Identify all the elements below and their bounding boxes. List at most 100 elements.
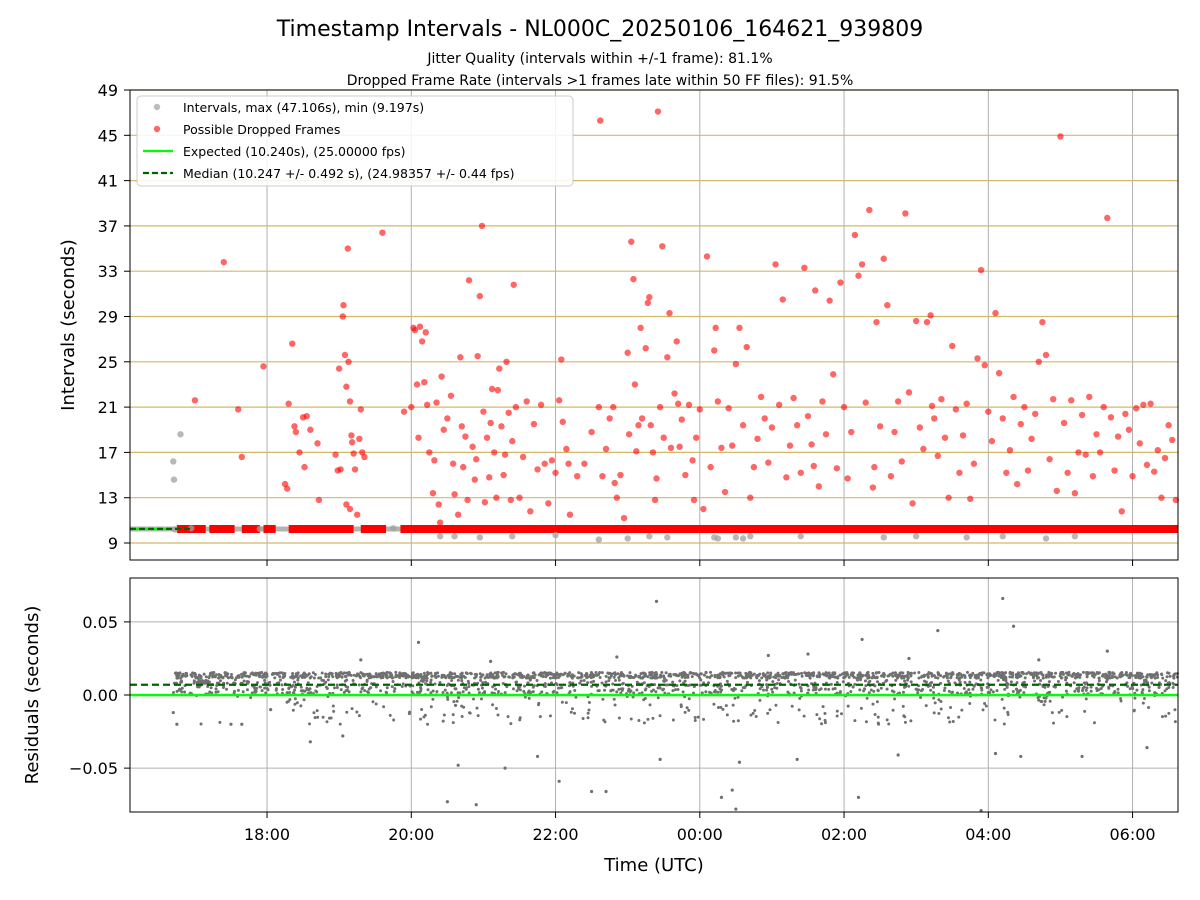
residual-point bbox=[604, 674, 608, 678]
residual-point bbox=[726, 671, 730, 675]
residual-point bbox=[481, 673, 485, 677]
residual-point bbox=[688, 671, 692, 675]
interval-point bbox=[1071, 533, 1079, 540]
residual-point bbox=[945, 676, 949, 680]
residual-point bbox=[786, 690, 790, 694]
residual-point bbox=[537, 701, 541, 705]
residual-point bbox=[177, 688, 181, 692]
dropped-frame-point bbox=[1046, 456, 1053, 463]
residual-point bbox=[507, 675, 511, 679]
residuals-xtick-label: 00:00 bbox=[677, 825, 723, 844]
residual-point bbox=[390, 685, 394, 689]
residual-point bbox=[741, 686, 745, 690]
residual-point bbox=[1128, 676, 1132, 680]
residual-point bbox=[1171, 685, 1175, 689]
residual-point bbox=[442, 713, 446, 717]
residual-point bbox=[316, 715, 320, 719]
residual-point bbox=[907, 684, 911, 688]
residual-point bbox=[831, 671, 835, 675]
dropped-frame-point bbox=[916, 424, 923, 431]
residual-point bbox=[476, 714, 480, 718]
residual-point bbox=[1076, 689, 1080, 693]
residual-point bbox=[299, 674, 303, 678]
residual-point bbox=[533, 673, 537, 677]
residual-point bbox=[560, 700, 564, 704]
residual-point bbox=[1054, 671, 1058, 675]
residual-point bbox=[1147, 689, 1151, 693]
dropped-frame-point bbox=[1017, 420, 1024, 428]
residual-point bbox=[1046, 675, 1050, 679]
residual-point bbox=[875, 671, 879, 675]
residual-point bbox=[1022, 691, 1026, 695]
residual-point bbox=[716, 690, 720, 694]
residual-point bbox=[687, 697, 691, 701]
interval-point bbox=[646, 533, 653, 540]
residual-point bbox=[429, 671, 433, 675]
residual-outlier-point bbox=[240, 722, 244, 726]
residual-point bbox=[658, 686, 662, 690]
dropped-frame-point bbox=[1150, 468, 1158, 475]
residual-point bbox=[274, 688, 278, 692]
dropped-frame-point bbox=[599, 472, 606, 480]
dropped-frame-point bbox=[952, 406, 960, 413]
residual-point bbox=[294, 673, 298, 677]
residual-point bbox=[674, 688, 678, 692]
dropped-frame-point bbox=[920, 445, 927, 453]
residual-point bbox=[1059, 676, 1063, 680]
residual-point bbox=[580, 675, 584, 679]
dropped-frame-point bbox=[429, 489, 437, 497]
residual-point bbox=[285, 691, 289, 695]
residual-point bbox=[335, 686, 339, 690]
residual-point bbox=[183, 690, 187, 694]
residual-point bbox=[947, 672, 951, 676]
residual-point bbox=[823, 711, 827, 715]
residual-point bbox=[232, 689, 236, 693]
dropped-frame-point bbox=[1140, 401, 1147, 409]
residual-point bbox=[733, 696, 737, 700]
residual-point bbox=[757, 679, 761, 683]
residual-point bbox=[835, 714, 839, 718]
dropped-frame-point bbox=[438, 373, 445, 380]
dropped-frame-point bbox=[1118, 508, 1125, 515]
residual-point bbox=[288, 698, 292, 702]
residual-point bbox=[766, 671, 770, 675]
residual-outlier-point bbox=[341, 734, 345, 738]
residual-point bbox=[540, 690, 544, 694]
dropped-frame-point bbox=[934, 452, 942, 460]
residual-point bbox=[1141, 701, 1145, 705]
legend-marker-dropped bbox=[153, 125, 161, 133]
dropped-frame-point bbox=[343, 501, 350, 508]
residual-point bbox=[388, 713, 392, 717]
dropped-frame-point bbox=[356, 435, 363, 443]
residual-point bbox=[678, 672, 682, 676]
dropped-frame-point bbox=[1125, 426, 1133, 433]
residual-point bbox=[725, 713, 729, 717]
residual-point bbox=[233, 678, 237, 682]
residual-point bbox=[933, 701, 937, 705]
residual-point bbox=[419, 717, 423, 721]
dropped-frame-point bbox=[819, 398, 826, 405]
dropped-frame-point bbox=[1165, 422, 1172, 429]
residual-point bbox=[452, 700, 456, 704]
dropped-frame-point bbox=[851, 231, 859, 239]
residual-point bbox=[662, 674, 666, 678]
residual-point bbox=[894, 678, 898, 682]
interval-point bbox=[436, 533, 444, 540]
interval-point bbox=[912, 533, 920, 540]
residual-point bbox=[320, 671, 324, 675]
residual-point bbox=[736, 674, 740, 678]
residual-point bbox=[856, 676, 860, 680]
intervals-ticks: 9 13 17 21 25 29 33 37 41 45 49 bbox=[98, 81, 1134, 566]
residual-point bbox=[1138, 676, 1142, 680]
residual-point bbox=[1104, 680, 1108, 684]
residual-point bbox=[814, 686, 818, 690]
residuals-panel: 18:00 20:00 22:00 00:00 02:00 04:00 06:00 −0.05… bbox=[22, 577, 1179, 876]
residual-point bbox=[651, 716, 655, 720]
residual-point bbox=[312, 711, 316, 715]
residual-point bbox=[1018, 695, 1022, 699]
residual-point bbox=[903, 679, 907, 683]
residual-point bbox=[1072, 681, 1076, 685]
dropped-frame-point bbox=[970, 460, 978, 467]
residual-point bbox=[450, 679, 454, 683]
interval-point bbox=[476, 534, 484, 541]
